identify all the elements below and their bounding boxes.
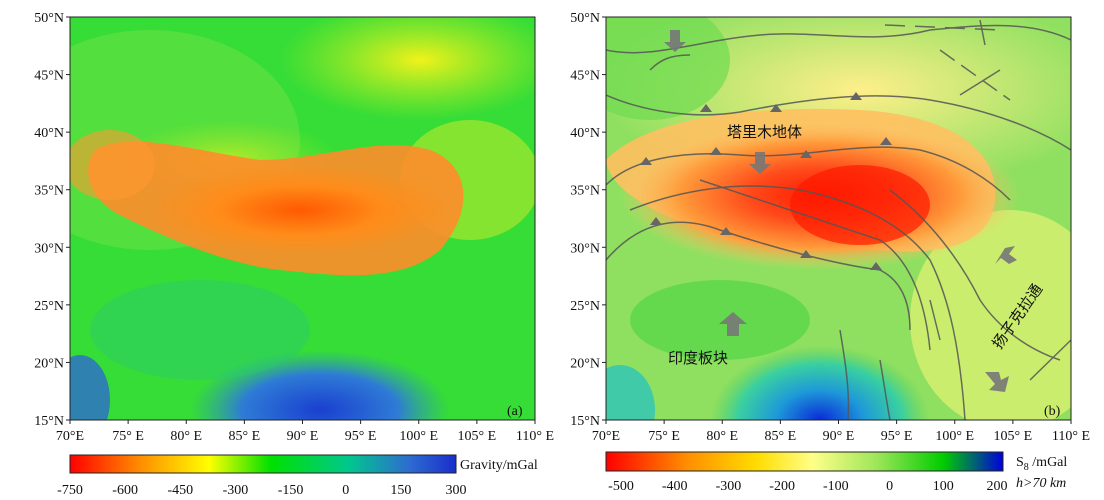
label-india: 印度板块 xyxy=(668,349,728,367)
lon-label: 80° E xyxy=(706,429,738,444)
lon-label: 95° E xyxy=(881,429,913,444)
colorbar-tick-label: -450 xyxy=(167,483,193,498)
lon-label: 105° E xyxy=(994,429,1033,444)
panel-b-colorbar-title: S8 /mGal xyxy=(1016,455,1067,473)
lat-label: 45°N xyxy=(570,69,600,84)
lat-label: 40°N xyxy=(570,126,600,141)
arrow-icon xyxy=(749,152,771,174)
lon-label: 110° E xyxy=(516,429,554,444)
lat-label: 45°N xyxy=(34,69,64,84)
panel-b-colorbar-subtitle: h>70 km xyxy=(1016,476,1066,491)
lon-label: 75° E xyxy=(112,429,144,444)
colorbar-tick-label: -300 xyxy=(223,483,249,498)
colorbar-tick-label: -300 xyxy=(716,479,742,494)
lat-label: 35°N xyxy=(34,184,64,199)
panel-b-colorbar-ticks: -500 -400 -300 -200 -100 0 100 200 xyxy=(608,479,1007,494)
panel-b-grid-labels: 50°N 45°N 40°N 35°N 30°N 25°N 20°N 15°N70°E 75° … xyxy=(570,11,1090,444)
arrow-icon xyxy=(664,30,686,52)
lon-label: 75° E xyxy=(648,429,680,444)
lon-label: 85° E xyxy=(229,429,261,444)
colorbar-tick-label: 100 xyxy=(933,479,954,494)
plate-motion-arrows xyxy=(664,30,1017,392)
lon-label: 70°E xyxy=(56,429,84,444)
panel-b-tag: (b) xyxy=(1044,404,1061,419)
panel-a-colorbar-ticks: -750 -600 -450 -300 -150 0 150 300 xyxy=(57,483,466,498)
arrow-icon xyxy=(985,372,1009,392)
lat-label: 30°N xyxy=(34,241,64,256)
colorbar-tick-label: -400 xyxy=(662,479,688,494)
lat-label: 20°N xyxy=(570,356,600,371)
lat-label: 25°N xyxy=(34,299,64,314)
label-tarim: 塔里木地体 xyxy=(727,123,802,141)
panel-a-grid-labels: 50°N 45°N 40°N 35°N 30°N 25°N 20°N 15°N70°E 75° … xyxy=(34,11,554,444)
colorbar-tick-label: -750 xyxy=(57,483,83,498)
panel-a-colorbar xyxy=(69,454,457,474)
lon-label: 90° E xyxy=(287,429,319,444)
lon-label: 85° E xyxy=(765,429,797,444)
colorbar-tick-label: -150 xyxy=(278,483,304,498)
lon-label: 95° E xyxy=(345,429,377,444)
arrow-icon xyxy=(995,246,1017,264)
colorbar-tick-label: -600 xyxy=(112,483,138,498)
tectonic-faults xyxy=(606,19,1071,420)
lon-label: 100° E xyxy=(935,429,974,444)
panel-b-map xyxy=(606,17,1071,420)
lon-label: 105° E xyxy=(458,429,497,444)
colorbar-tick-label: -100 xyxy=(823,479,849,494)
colorbar-tick-label: -500 xyxy=(608,479,634,494)
lon-label: 90° E xyxy=(823,429,855,444)
lat-label: 15°N xyxy=(570,414,600,429)
lon-label: 70°E xyxy=(592,429,620,444)
lat-label: 20°N xyxy=(34,356,64,371)
lat-label: 35°N xyxy=(570,184,600,199)
lat-label: 50°N xyxy=(570,11,600,26)
colorbar-tick-label: 0 xyxy=(886,479,893,494)
colorbar-tick-label: -200 xyxy=(769,479,795,494)
arrow-icon xyxy=(719,312,747,336)
lat-label: 30°N xyxy=(570,241,600,256)
lat-label: 25°N xyxy=(570,299,600,314)
colorbar-tick-label: 0 xyxy=(342,483,349,498)
panel-a-colorbar-title: Gravity/mGal xyxy=(460,458,538,473)
panel-a-tag: (a) xyxy=(507,404,523,419)
lat-label: 40°N xyxy=(34,126,64,141)
panel-a-map xyxy=(70,17,535,420)
panel-b-colorbar xyxy=(605,451,1004,472)
lon-label: 110° E xyxy=(1052,429,1090,444)
thrust-markers xyxy=(640,92,892,270)
lon-label: 80° E xyxy=(170,429,202,444)
colorbar-tick-label: 300 xyxy=(446,483,467,498)
lon-label: 100° E xyxy=(399,429,438,444)
colorbar-tick-label: 200 xyxy=(987,479,1008,494)
lat-label: 15°N xyxy=(34,414,64,429)
colorbar-tick-label: 150 xyxy=(390,483,411,498)
lat-label: 50°N xyxy=(34,11,64,26)
